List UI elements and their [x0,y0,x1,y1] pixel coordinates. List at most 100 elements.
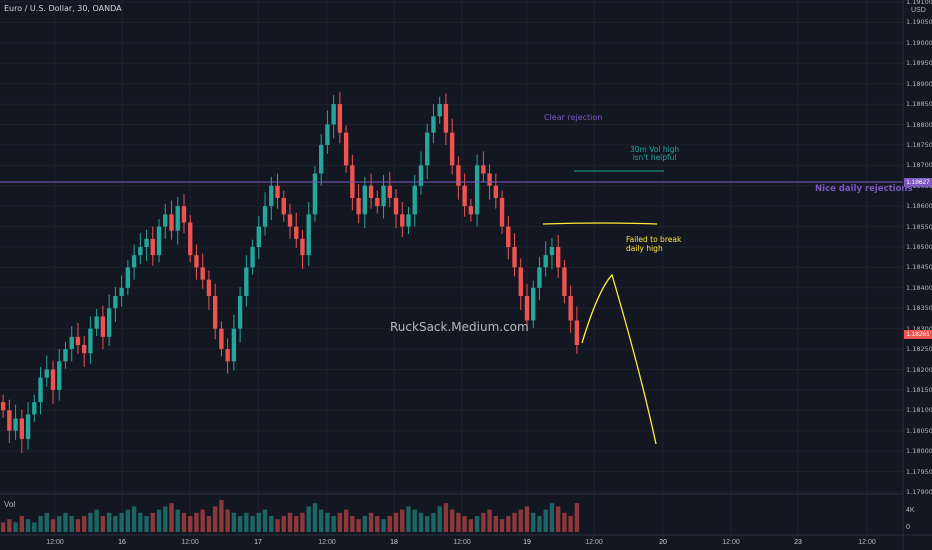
volume-tick: 4K [906,507,915,514]
volume-bar [100,516,106,532]
volume-bar [275,519,280,532]
candle-body [175,206,180,231]
volume-bar [337,512,343,532]
time-tick: 12:00 [46,539,64,546]
price-tick: 1.18700 [906,161,932,170]
candle-body [69,336,74,350]
volume-bar [219,500,224,532]
candle-body [456,165,461,186]
candle-body [437,104,442,117]
volume-bar [194,512,199,532]
annotation-vol-high[interactable]: 30m Vol high isn't helpful [630,146,679,162]
candle-body [381,185,386,207]
grid-lines [0,0,903,535]
volume-bar [381,519,386,532]
time-tick: 12:00 [858,539,876,546]
candle-body [225,349,230,362]
candle-body [212,296,218,329]
candle-body [206,279,212,296]
volume-pane-label[interactable]: Vol [4,500,16,509]
yellow-projection-path[interactable] [581,273,657,445]
volume-bar [437,506,442,532]
volume-bar [163,506,168,532]
annotation-vol-high-line2: isn't helpful [632,153,677,162]
volume-bar [499,519,505,532]
symbol-title[interactable]: Euro / U.S. Dollar, 30, OANDA [4,4,122,13]
time-tick: 12:00 [722,539,740,546]
volume-bar [400,509,405,532]
candle-body [32,402,37,415]
volume-bar [244,512,249,532]
candle-body [75,336,81,345]
time-tick: 20 [659,539,667,546]
price-tick: 1.18150 [906,385,932,394]
candle-body [194,255,199,268]
candle-body [150,238,155,256]
candle-body [200,267,205,280]
candle-body [499,198,505,227]
price-tick: 1.18500 [906,243,932,251]
volume-bar [82,516,87,532]
candle-body [431,116,436,133]
volume-bar [568,516,573,532]
candle-body [325,124,330,145]
volume-bar [537,516,542,532]
candle-body [512,247,517,268]
volume-bar [131,506,137,532]
annotation-failed-line2: daily high [626,244,663,253]
candle-body [449,132,455,166]
price-tick: 1.19000 [906,38,932,47]
candle-body [57,361,62,390]
price-tick: 1.18250 [906,345,932,354]
price-tick: 1.18850 [906,100,932,109]
candle-body [262,206,268,227]
candle-body [312,173,318,215]
candle-body [231,328,237,362]
time-tick: 16 [118,539,126,546]
candle-body [281,198,286,215]
candle-body [38,377,43,403]
volume-bar [512,512,517,532]
price-tick: 1.18000 [906,447,932,456]
candle-body [425,132,430,166]
annotation-failed-to-break[interactable]: Failed to break daily high [626,235,681,253]
yellow-daily-high-line[interactable] [542,222,658,225]
candle-body [44,369,49,378]
volume-bar [362,516,368,532]
volume-bar [493,516,498,532]
annotation-clear-rejection[interactable]: Clear rejection [544,113,603,122]
volume-bar [418,512,424,532]
volume-bar [406,506,411,532]
candle-body [63,349,68,362]
candle-body [474,165,480,215]
candle-body [131,255,137,268]
candle-body [156,226,162,256]
time-tick: 12:00 [181,539,199,546]
volume-bar [543,509,548,532]
volume-bar [331,516,336,532]
volume-bar [7,519,12,532]
price-tick: 1.18050 [906,426,932,435]
volume-bar [94,509,99,532]
candle-body [481,165,486,174]
annotation-nice-daily-rejections[interactable]: Nice daily rejections [815,184,913,194]
volume-bar [125,509,131,532]
volume-bar [144,516,149,532]
candle-body [294,226,299,239]
candle-body [250,247,255,268]
volume-bar [225,509,230,532]
volume-bar [518,509,523,532]
candle-body [287,214,293,227]
candle-body [562,267,567,296]
candle-body [462,185,467,207]
volume-bar [181,512,187,532]
volume-bar [487,509,492,532]
volume-bar [69,516,74,532]
candle-body [400,214,405,227]
candle-body [106,308,112,337]
time-tick: 17 [254,539,262,546]
price-tick: 1.18600 [906,202,932,211]
volume-bar [106,512,112,532]
candle-body [468,206,474,215]
